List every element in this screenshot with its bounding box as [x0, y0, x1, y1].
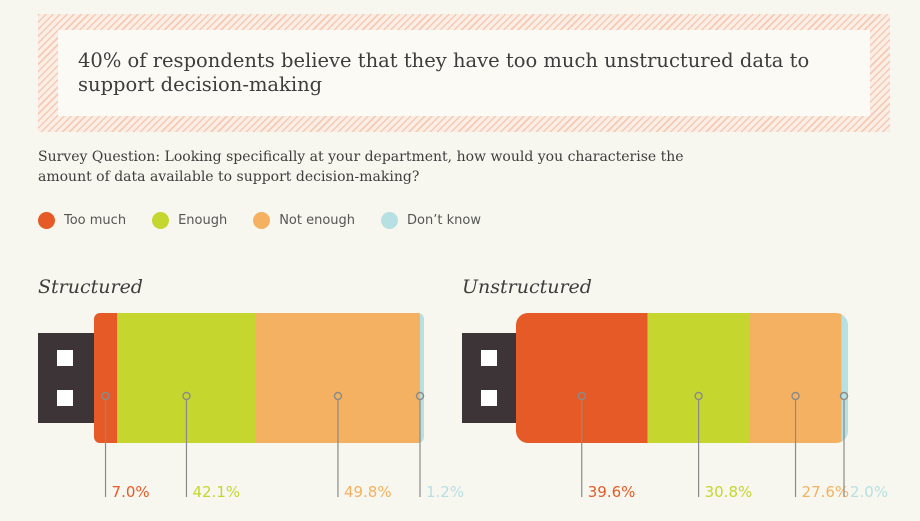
structured-leader-dot-dont-know	[415, 391, 425, 401]
structured-leader-dot-not-enough	[333, 391, 343, 401]
unstructured-leader-dot-too-much	[577, 391, 586, 401]
legend-label-enough: Enough	[178, 213, 228, 228]
headline-banner: 40% of respondents believe that they hav…	[38, 14, 890, 132]
legend-item-too-much: Too much	[38, 212, 126, 229]
structured-value-label-not-enough: 49.8%	[344, 483, 392, 501]
structured-bar-too-much	[94, 313, 118, 443]
unstructured-value-label-enough: 30.8%	[705, 483, 753, 501]
structured-leader-dot-too-much	[101, 391, 110, 401]
structured-usb-connector-icon	[38, 333, 98, 423]
survey-question: Survey Question: Looking specifically at…	[38, 149, 684, 185]
structured-value-label-too-much: 7.0%	[112, 483, 150, 501]
panel-title-unstructured: Unstructured	[462, 276, 592, 298]
unstructured-leader-dot-dont-know	[839, 391, 849, 401]
unstructured-value-label-dont-know: 2.0%	[850, 483, 888, 501]
legend-label-too-much: Too much	[64, 213, 127, 228]
headline-box: 40% of respondents believe that they hav…	[58, 30, 870, 116]
unstructured-leader-dot-enough	[694, 391, 703, 401]
legend-swatch-dont-know	[381, 212, 399, 229]
unstructured-leader-dot-not-enough	[791, 391, 800, 401]
legend-swatch-not-enough	[253, 212, 271, 229]
legend-label-not-enough: Not enough	[279, 213, 356, 228]
panel-title-structured: Structured	[38, 276, 143, 298]
unstructured-value-label-not-enough: 27.6%	[802, 483, 850, 501]
structured-usb-port-hole-icon	[57, 350, 73, 366]
structured-usb-body	[94, 313, 424, 443]
legend: Too much Enough Not enough Don’t know	[38, 212, 507, 229]
headline: 40% of respondents believe that they hav…	[78, 49, 810, 96]
unstructured-usb-body	[516, 313, 848, 443]
legend-label-dont-know: Don’t know	[407, 213, 481, 228]
unstructured-usb-port-hole-icon	[481, 390, 497, 406]
structured-usb-port-hole-icon	[57, 390, 73, 406]
structured-leader-dot-enough	[182, 391, 191, 401]
legend-item-dont-know: Don’t know	[381, 212, 481, 229]
legend-swatch-too-much	[38, 212, 55, 229]
legend-item-enough: Enough	[152, 212, 227, 229]
structured-bar-dont-know	[420, 313, 424, 443]
unstructured-usb-connector-icon	[462, 333, 520, 423]
legend-swatch-enough	[152, 212, 170, 229]
unstructured-value-label-too-much: 39.6%	[588, 483, 636, 501]
structured-value-label-dont-know: 1.2%	[426, 483, 464, 501]
unstructured-bar-dont-know	[841, 313, 848, 443]
unstructured-usb-port-hole-icon	[481, 350, 497, 366]
legend-item-not-enough: Not enough	[253, 212, 355, 229]
structured-value-label-enough: 42.1%	[192, 483, 240, 501]
